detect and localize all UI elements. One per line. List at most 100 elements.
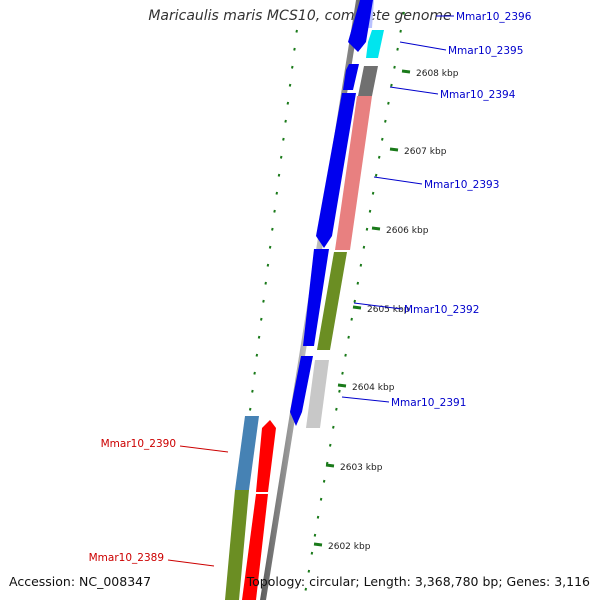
guide-dash xyxy=(328,443,332,447)
guide-dash xyxy=(288,83,292,87)
guide-dash xyxy=(387,101,390,105)
coordinate-label: 2604 kbp xyxy=(352,383,395,393)
coordinate-label: 2606 kbp xyxy=(386,226,429,236)
guide-dash xyxy=(266,263,270,267)
coordinate-tick xyxy=(401,69,411,74)
guide-dash xyxy=(257,335,261,339)
guide-dash xyxy=(295,29,298,33)
guide-dash xyxy=(251,389,254,393)
forward-arrow-track xyxy=(290,0,373,426)
guide-dash xyxy=(316,515,320,519)
guide-dash xyxy=(384,119,387,123)
guide-dash xyxy=(344,353,347,357)
accession-text: Accession: NC_008347 xyxy=(9,574,152,589)
gene-label-forward[interactable]: Mmar10_2392 xyxy=(404,304,479,316)
coordinate-tick xyxy=(352,305,362,310)
guide-dash xyxy=(293,47,296,51)
coordinate-label: 2608 kbp xyxy=(416,69,459,79)
guide-dash xyxy=(275,191,279,195)
map-title: Maricaulis maris MCS10, complete genome xyxy=(148,8,452,24)
gene-labels: Mmar10_2396 Mmar10_2395 Mmar10_2394 Mmar10_… xyxy=(89,11,532,567)
guide-dash xyxy=(365,227,369,231)
guide-dash xyxy=(279,155,283,159)
gene-label-forward[interactable]: Mmar10_2391 xyxy=(391,397,466,409)
cds-arrow-blue-1 xyxy=(348,0,373,52)
guide-dash xyxy=(350,317,353,321)
gene-leader-line xyxy=(373,176,423,185)
cds-feature-olive-bottom xyxy=(225,490,249,600)
gene-leader-line xyxy=(179,445,229,453)
coordinate-label: 2605 kbp xyxy=(367,305,410,315)
cds-feature-pink xyxy=(335,96,372,250)
guide-dash xyxy=(374,173,378,177)
guide-dash xyxy=(377,155,381,159)
cds-arrow-blue-2 xyxy=(343,64,359,90)
guide-dash xyxy=(332,425,335,429)
gene-label-forward[interactable]: Mmar10_2395 xyxy=(448,45,523,57)
cds-arrow-blue-5 xyxy=(290,356,313,426)
guide-dash xyxy=(338,389,341,393)
guide-dash xyxy=(255,353,259,357)
coordinate-ruler: 2602 kbp 2603 kbp 2604 kbp 2605 kbp 2606 kbp… xyxy=(313,69,459,552)
coordinate-label: 2602 kbp xyxy=(328,542,371,552)
gene-label-forward[interactable]: Mmar10_2394 xyxy=(440,89,516,101)
cds-feature-darkgrey xyxy=(358,66,378,96)
guide-dash xyxy=(341,371,344,375)
guide-dash xyxy=(399,29,402,33)
guide-dash xyxy=(248,407,252,411)
inner-dotted-guide xyxy=(304,11,405,591)
guide-dash xyxy=(356,281,360,285)
gene-leader-line xyxy=(167,559,215,567)
guide-dash xyxy=(304,587,308,591)
coordinate-tick xyxy=(337,383,347,388)
guide-dash xyxy=(253,371,256,375)
cds-feature-grey xyxy=(306,360,329,428)
coordinate-tick xyxy=(313,542,323,547)
guide-dash xyxy=(319,497,323,501)
cds-arrow-blue-4 xyxy=(303,249,329,346)
guide-dash xyxy=(396,47,399,51)
guide-dash xyxy=(277,173,281,177)
guide-dash xyxy=(390,83,393,87)
guide-dash xyxy=(359,263,363,267)
gene-label-reverse[interactable]: Mmar10_2390 xyxy=(101,438,176,450)
guide-dash xyxy=(335,407,338,411)
cds-arrow-red-1 xyxy=(256,420,276,492)
guide-dash xyxy=(284,119,287,123)
forward-cds-track xyxy=(306,0,384,428)
guide-dash xyxy=(353,299,357,303)
coordinate-tick xyxy=(389,147,399,152)
gene-leader-line xyxy=(399,41,447,51)
gene-label-forward[interactable]: Mmar10_2396 xyxy=(456,11,532,23)
guide-dash xyxy=(393,65,396,69)
guide-dash xyxy=(381,137,384,141)
coordinate-label: 2607 kbp xyxy=(404,147,447,157)
guide-dash xyxy=(264,281,267,285)
coordinate-tick xyxy=(371,226,381,231)
reverse-cds-track xyxy=(225,416,276,600)
guide-dash xyxy=(271,227,274,231)
guide-dash xyxy=(362,245,366,249)
guide-dash xyxy=(273,209,276,213)
gene-leader-line xyxy=(353,302,403,310)
topology-text: Topology: circular; Length: 3,368,780 bp… xyxy=(246,574,590,589)
gene-leader-line xyxy=(341,396,390,403)
guide-dash xyxy=(282,137,285,141)
guide-dash xyxy=(371,191,375,195)
guide-dash xyxy=(368,209,372,213)
cds-feature-olive-top xyxy=(317,252,347,350)
guide-dash xyxy=(262,299,265,303)
cds-feature-steelblue xyxy=(235,416,259,490)
gene-label-reverse[interactable]: Mmar10_2389 xyxy=(89,552,164,564)
cds-arrow-blue-3 xyxy=(316,93,356,248)
gene-leader-line xyxy=(389,86,439,95)
guide-dash xyxy=(347,335,350,339)
guide-dash xyxy=(307,569,311,573)
guide-dash xyxy=(402,11,405,15)
guide-dash xyxy=(286,101,290,105)
coordinate-label: 2603 kbp xyxy=(340,463,383,473)
cds-arrow-red-2 xyxy=(242,494,268,600)
coordinate-tick xyxy=(325,463,335,468)
gene-label-forward[interactable]: Mmar10_2393 xyxy=(424,179,499,191)
